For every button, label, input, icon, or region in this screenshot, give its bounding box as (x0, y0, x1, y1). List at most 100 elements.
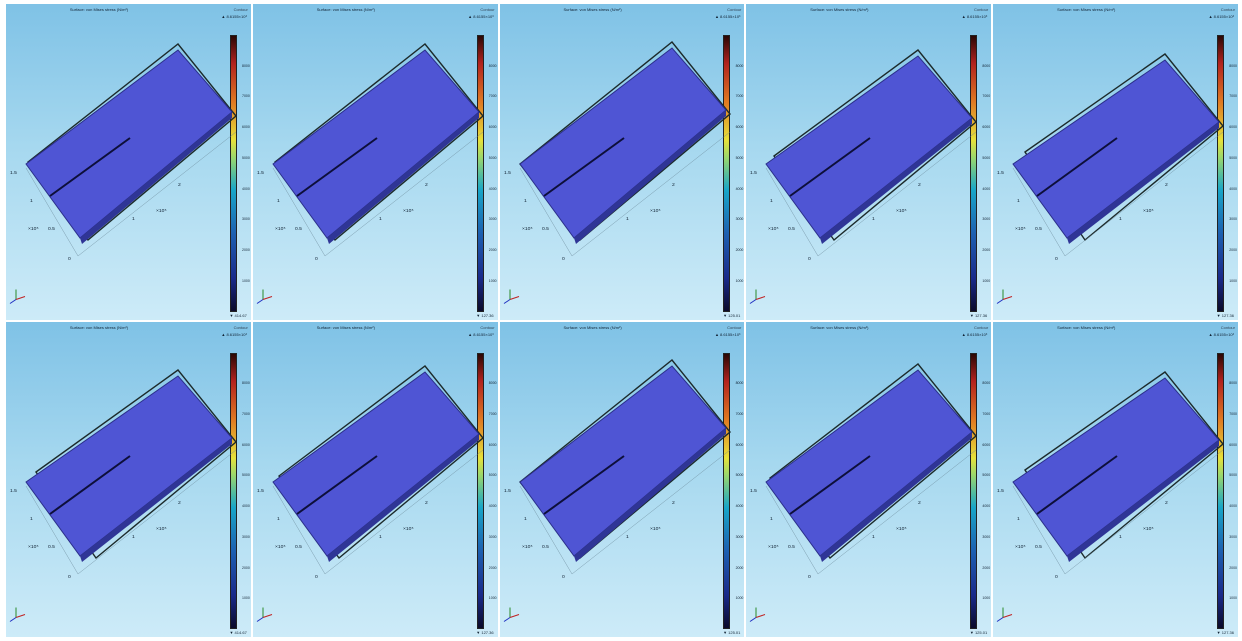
plate-surface (25, 49, 233, 239)
axis-line (1065, 131, 1224, 257)
colorbar-tick: 6000 (488, 125, 497, 130)
axis-tick-label: 2 (178, 499, 181, 505)
colorbar-tick: 4000 (735, 504, 744, 509)
axis-exp-label: ×10⁵ (522, 226, 533, 232)
colorbar-tick: 2000 (488, 565, 497, 570)
crack-line (49, 137, 131, 197)
colorbar-tick: 4000 (1229, 186, 1237, 191)
crack-line (296, 454, 378, 515)
axis-exp-label: ×10⁵ (650, 525, 661, 531)
plate-surface (1012, 376, 1220, 557)
simulation-panel: Surface: von Mises stress (N/m²) Contour… (6, 4, 251, 320)
axis-exp-label: ×10⁵ (28, 543, 39, 549)
axis-exp-label: ×10⁵ (768, 226, 779, 232)
axis-exp-label: ×10⁵ (403, 525, 414, 531)
plot-type-label: Contour (727, 324, 742, 330)
colorbar-max-label: ▲ 8.6155×10³ (221, 331, 247, 337)
axis-tick-label: 1 (277, 515, 280, 521)
colorbar-max-label: ▲ 8.6155×10³ (714, 331, 741, 337)
axis-tick-label: 0 (68, 256, 71, 262)
axis-tick-label: 2 (425, 499, 428, 505)
plot-title: Surface: von Mises stress (N/m²) (810, 324, 869, 330)
axis-tick-label: 1.5 (997, 487, 1004, 493)
simulation-panel: Surface: von Mises stress (N/m²) Contour… (993, 321, 1238, 637)
axis-tick-label: 0.5 (788, 543, 795, 549)
plate-surface (765, 368, 974, 557)
axis-triad-icon (750, 606, 766, 622)
colorbar-ticks: 8000 7000 6000 5000 4000 3000 2000 1000 (485, 353, 498, 630)
colorbar-tick: 5000 (488, 473, 497, 478)
colorbar-tick: 7000 (982, 94, 991, 99)
plate-side-face (573, 427, 726, 562)
axis-tick-label: 1.5 (257, 170, 264, 176)
colorbar-tick: 6000 (1229, 442, 1237, 447)
axis-tick-label: 2 (178, 182, 181, 188)
colorbar-tick: 7000 (1229, 411, 1237, 416)
colorbar-tick: 6000 (242, 125, 250, 130)
colorbar-tick: 4000 (242, 504, 250, 509)
colorbar-tick: 2000 (242, 565, 250, 570)
axis-line (324, 131, 483, 257)
colorbar-tick: 3000 (488, 217, 497, 222)
axis-exp-label: ×10⁵ (1015, 543, 1026, 549)
colorbar-tick: 1000 (982, 596, 991, 601)
simulation-panel: Surface: von Mises stress (N/m²) Contour… (499, 321, 745, 637)
plot-title: Surface: von Mises stress (N/m²) (316, 7, 375, 12)
colorbar (723, 35, 731, 312)
plate-surface (272, 49, 480, 239)
colorbar-tick: 5000 (1229, 473, 1237, 478)
plate-scene: 1.5 1 0.5 ×10⁵ 0 1 2 ×10⁵ (996, 370, 1225, 622)
colorbar-tick: 6000 (242, 442, 250, 447)
colorbar-tick: 8000 (242, 381, 250, 386)
plate-side-face (820, 118, 973, 244)
colorbar-tick: 1000 (1229, 596, 1237, 601)
axis-line (77, 131, 237, 257)
plate-side-face (79, 112, 232, 244)
colorbar (1216, 35, 1224, 312)
axis-tick-label: 2 (1165, 499, 1168, 505)
plate-side-face (326, 433, 479, 562)
colorbar-tick: 1000 (242, 596, 250, 601)
colorbar-tick: 6000 (982, 442, 991, 447)
colorbar-tick: 2000 (735, 565, 744, 570)
plate-scene: 1.5 1 0.5 ×10⁵ 0 1 2 ×10⁵ (503, 41, 731, 304)
axis-line (272, 485, 325, 574)
colorbar-ticks: 8000 7000 6000 5000 4000 3000 2000 1000 (1225, 35, 1238, 312)
axis-tick-label: 1 (1119, 216, 1122, 222)
axis-line (272, 167, 325, 257)
plate-scene: 1.5 1 0.5 ×10⁵ 0 1 2 ×10⁵ (750, 362, 978, 622)
crack-line (1036, 137, 1118, 197)
colorbar (476, 35, 484, 312)
plate-scene: 1.5 1 0.5 ×10⁵ 0 1 2 ×10⁵ (996, 53, 1225, 304)
axis-tick-label: 0 (808, 256, 811, 262)
axis-tick-label: 1.5 (750, 170, 757, 176)
colorbar-ticks: 8000 7000 6000 5000 4000 3000 2000 1000 (731, 353, 744, 630)
colorbar-tick: 3000 (1229, 534, 1237, 539)
colorbar-tick: 8000 (982, 381, 991, 386)
plot-title: Surface: von Mises stress (N/m²) (563, 324, 622, 330)
axis-triad-icon (750, 289, 766, 304)
colorbar-min-label: ▼ 414.67 (229, 630, 247, 635)
axis-tick-label: 0.5 (542, 543, 549, 549)
axis-line (571, 131, 730, 257)
colorbar (970, 352, 978, 629)
axis-tick-label: 0.5 (788, 226, 795, 232)
colorbar-tick: 2000 (242, 248, 250, 253)
colorbar-tick: 5000 (735, 155, 744, 160)
colorbar-max-label: ▲ 8.6155×10³ (961, 14, 988, 19)
colorbar-tick: 3000 (735, 534, 744, 539)
colorbar-tick: 6000 (982, 125, 991, 130)
axis-triad-icon (503, 606, 519, 622)
colorbar-tick: 8000 (488, 381, 497, 386)
colorbar-tick: 7000 (242, 94, 250, 99)
plate-scene: 1.5 1 0.5 ×10⁵ 0 1 2 ×10⁵ (256, 43, 484, 304)
plot-title: Surface: von Mises stress (N/m²) (1057, 7, 1116, 12)
colorbar-min-label: ▼ 127.36 (1216, 312, 1234, 318)
axis-tick-label: 2 (672, 182, 675, 188)
axis-tick-label: 0 (562, 573, 565, 579)
colorbar-tick: 4000 (488, 186, 497, 191)
colorbar-tick: 3000 (242, 534, 250, 539)
crack-line (789, 454, 871, 515)
axis-exp-label: ×10⁵ (768, 543, 779, 549)
plate-side-face (1067, 439, 1220, 562)
